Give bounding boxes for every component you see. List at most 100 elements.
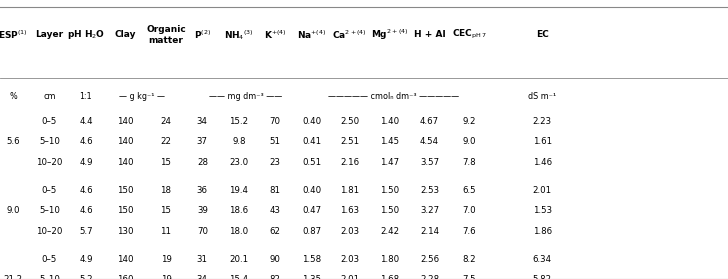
Text: 0.47: 0.47 [302,206,321,215]
Text: 81: 81 [269,186,281,195]
Text: 5.82: 5.82 [533,275,552,279]
Text: 18: 18 [160,186,172,195]
Text: 10–20: 10–20 [36,227,63,235]
Text: 7.5: 7.5 [463,275,476,279]
Text: 150: 150 [117,206,133,215]
Text: 140: 140 [117,255,133,264]
Text: —— mg dm⁻³ ——: —— mg dm⁻³ —— [210,92,282,101]
Text: 1.53: 1.53 [533,206,552,215]
Text: pH H$_2$O: pH H$_2$O [67,28,105,41]
Text: 37: 37 [197,137,208,146]
Text: 0.40: 0.40 [302,186,321,195]
Text: 8.2: 8.2 [463,255,476,264]
Text: 2.53: 2.53 [420,186,439,195]
Text: 39: 39 [197,206,207,215]
Text: %: % [9,92,17,101]
Text: Ca$^{2+(4)}$: Ca$^{2+(4)}$ [332,29,367,41]
Text: 90: 90 [270,255,280,264]
Text: 43: 43 [269,206,281,215]
Text: 7.8: 7.8 [463,158,476,167]
Text: 2.01: 2.01 [533,186,552,195]
Text: 4.9: 4.9 [79,158,92,167]
Text: 1.86: 1.86 [533,227,552,235]
Text: 1:1: 1:1 [79,92,92,101]
Text: 1.68: 1.68 [380,275,399,279]
Text: Na$^{+(4)}$: Na$^{+(4)}$ [297,29,326,41]
Text: 3.57: 3.57 [420,158,439,167]
Text: 2.14: 2.14 [420,227,439,235]
Text: 1.47: 1.47 [380,158,399,167]
Text: 31: 31 [197,255,208,264]
Text: K$^{+(4)}$: K$^{+(4)}$ [264,29,287,41]
Text: 160: 160 [117,275,133,279]
Text: 9.2: 9.2 [463,117,476,126]
Text: 1.40: 1.40 [380,117,399,126]
Text: 18.0: 18.0 [229,227,248,235]
Text: 0.87: 0.87 [302,227,321,235]
Text: 18.6: 18.6 [229,206,248,215]
Text: 19: 19 [161,275,171,279]
Text: 4.6: 4.6 [79,206,92,215]
Text: 0–5: 0–5 [41,186,58,195]
Text: 1.58: 1.58 [302,255,321,264]
Text: 1.61: 1.61 [533,137,552,146]
Text: 24: 24 [160,117,172,126]
Text: 7.6: 7.6 [463,227,476,235]
Text: 4.9: 4.9 [79,255,92,264]
Text: 34: 34 [197,275,208,279]
Text: 0–5: 0–5 [41,117,58,126]
Text: 2.42: 2.42 [380,227,399,235]
Text: 4.6: 4.6 [79,137,92,146]
Text: H + Al: H + Al [414,30,446,39]
Text: 2.23: 2.23 [533,117,552,126]
Text: 9.0: 9.0 [463,137,476,146]
Text: 51: 51 [269,137,281,146]
Text: 11: 11 [160,227,172,235]
Text: 2.01: 2.01 [340,275,359,279]
Text: 2.51: 2.51 [340,137,359,146]
Text: P$^{(2)}$: P$^{(2)}$ [194,29,211,41]
Text: 23.0: 23.0 [229,158,248,167]
Text: 4.6: 4.6 [79,186,92,195]
Text: 1.81: 1.81 [340,186,359,195]
Text: ESP$^{(1)}$: ESP$^{(1)}$ [0,29,28,41]
Text: 0–5: 0–5 [41,255,58,264]
Text: CEC$_{\mathrm{pH\,7}}$: CEC$_{\mathrm{pH\,7}}$ [452,28,487,41]
Text: 130: 130 [117,227,133,235]
Text: 5.2: 5.2 [79,275,92,279]
Text: 2.56: 2.56 [420,255,439,264]
Text: 5.6: 5.6 [7,137,20,146]
Text: 36: 36 [197,186,208,195]
Text: 19: 19 [161,255,171,264]
Text: NH$_4$$^{(3)}$: NH$_4$$^{(3)}$ [224,28,253,42]
Text: 9.8: 9.8 [232,137,245,146]
Text: dS m⁻¹: dS m⁻¹ [529,92,556,101]
Text: ————— cmolₙ dm⁻³ —————: ————— cmolₙ dm⁻³ ————— [328,92,459,101]
Text: 1.80: 1.80 [380,255,399,264]
Text: EC: EC [536,30,549,39]
Text: 5–10: 5–10 [39,137,60,146]
Text: 15.4: 15.4 [229,275,248,279]
Text: 1.46: 1.46 [533,158,552,167]
Text: 0.40: 0.40 [302,117,321,126]
Text: 7.0: 7.0 [463,206,476,215]
Text: 70: 70 [197,227,208,235]
Text: 150: 150 [117,186,133,195]
Text: 3.27: 3.27 [420,206,439,215]
Text: 1.50: 1.50 [380,206,399,215]
Text: 5–10: 5–10 [39,206,60,215]
Text: Clay: Clay [114,30,136,39]
Text: 0.51: 0.51 [302,158,321,167]
Text: 22: 22 [160,137,172,146]
Text: 6.34: 6.34 [533,255,552,264]
Text: 5–10: 5–10 [39,275,60,279]
Text: 6.5: 6.5 [463,186,476,195]
Text: 82: 82 [269,275,281,279]
Text: 15: 15 [160,206,172,215]
Text: 2.03: 2.03 [340,227,359,235]
Text: Layer: Layer [36,30,63,39]
Text: 140: 140 [117,137,133,146]
Text: 2.28: 2.28 [420,275,439,279]
Text: 1.45: 1.45 [380,137,399,146]
Text: 9.0: 9.0 [7,206,20,215]
